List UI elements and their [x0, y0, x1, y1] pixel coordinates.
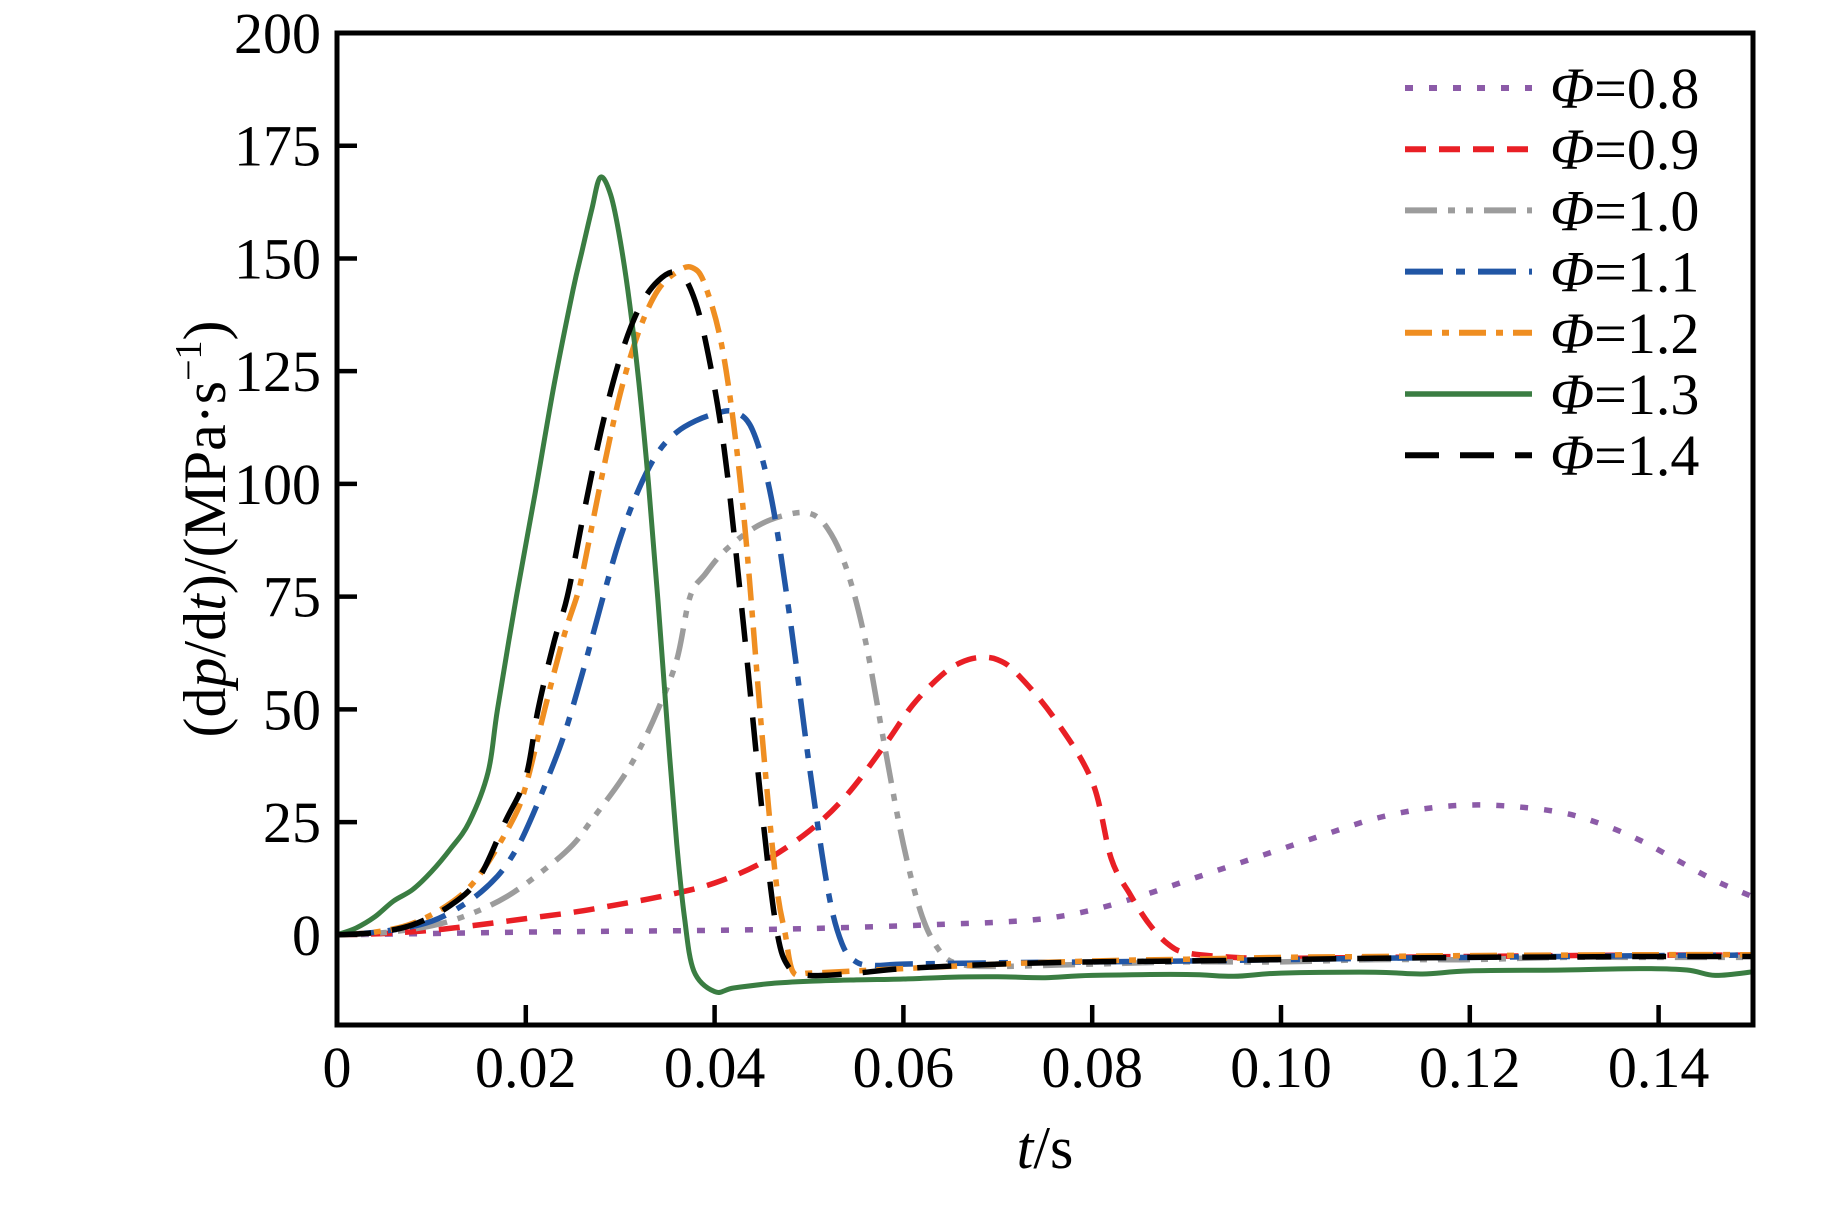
x-tick-label: 0.04: [664, 1035, 766, 1100]
legend-entry-phi-0.8: Φ=0.8: [1405, 56, 1699, 121]
x-tick-label: 0.02: [475, 1035, 577, 1100]
curve-phi-1.4: [336, 268, 1754, 979]
x-tick-label: 0.06: [853, 1035, 955, 1100]
legend-entry-phi-1.1: Φ=1.1: [1405, 240, 1699, 305]
x-tick-label: 0.10: [1230, 1035, 1332, 1100]
legend-entry-phi-0.9: Φ=0.9: [1405, 117, 1699, 182]
x-tick-label: 0.14: [1608, 1035, 1710, 1100]
legend-label-phi-0.8: Φ=0.8: [1550, 56, 1699, 121]
legend-label-phi-1.0: Φ=1.0: [1550, 178, 1699, 243]
legend-label-phi-0.9: Φ=0.9: [1550, 117, 1699, 182]
legend: Φ=0.8Φ=0.9Φ=1.0Φ=1.1Φ=1.2Φ=1.3Φ=1.4: [1405, 56, 1699, 488]
x-tick-label: 0.12: [1419, 1035, 1521, 1100]
curve-phi-1.0: [336, 509, 1753, 970]
legend-label-phi-1.2: Φ=1.2: [1550, 301, 1699, 366]
y-tick-label: 150: [234, 226, 321, 291]
legend-entry-phi-1.4: Φ=1.4: [1405, 423, 1699, 488]
y-tick-label: 100: [234, 452, 321, 517]
curve-phi-0.9: [336, 654, 1754, 962]
y-tick-label: 175: [234, 114, 321, 179]
y-tick-label: 50: [263, 677, 321, 742]
y-axis-title: (dp/dt)/(MPa·s−1​): [168, 320, 238, 737]
x-tick-label: 0: [323, 1035, 352, 1100]
legend-label-phi-1.1: Φ=1.1: [1550, 240, 1699, 305]
legend-entry-phi-1.3: Φ=1.3: [1405, 362, 1699, 427]
y-tick-label: 200: [234, 1, 321, 66]
x-axis-title: t/s: [1017, 1115, 1074, 1181]
y-tick-label: 125: [234, 339, 321, 404]
x-tick-label: 0.08: [1041, 1035, 1143, 1100]
plot-frame: [334, 30, 1756, 1028]
legend-entry-phi-1.0: Φ=1.0: [1405, 178, 1699, 243]
curves-group: [336, 174, 1755, 995]
y-axis: 0 25 50 75 100 125 150 175 200: [234, 1, 357, 968]
y-tick-label: 75: [263, 565, 321, 630]
x-axis: 0 0.02 0.04 0.06 0.08 0.10 0.12 0.14: [323, 1005, 1710, 1100]
y-tick-label: 25: [263, 790, 321, 855]
legend-label-phi-1.4: Φ=1.4: [1550, 423, 1699, 488]
curve-phi-1.2: [336, 263, 1754, 978]
axes-group: 0 0.02 0.04 0.06 0.08 0.10 0.12 0.14 0 25 50 75 100 1…: [168, 1, 1756, 1181]
legend-entry-phi-1.2: Φ=1.2: [1405, 301, 1699, 366]
y-tick-label: 0: [292, 903, 321, 968]
curve-phi-1.3: [336, 174, 1754, 995]
legend-label-phi-1.3: Φ=1.3: [1550, 362, 1699, 427]
